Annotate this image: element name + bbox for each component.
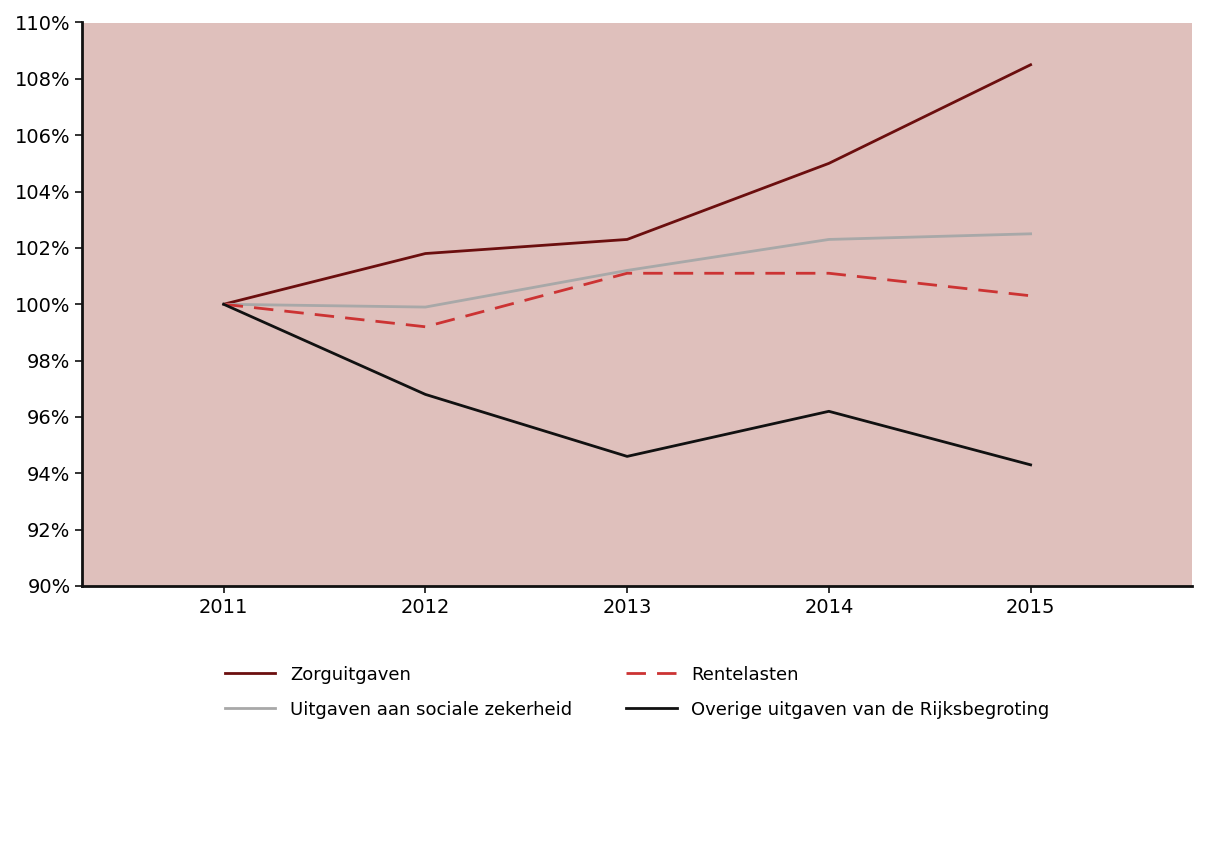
- Legend: Zorguitgaven, Uitgaven aan sociale zekerheid, Rentelasten, Overige uitgaven van : Zorguitgaven, Uitgaven aan sociale zeker…: [216, 657, 1059, 727]
